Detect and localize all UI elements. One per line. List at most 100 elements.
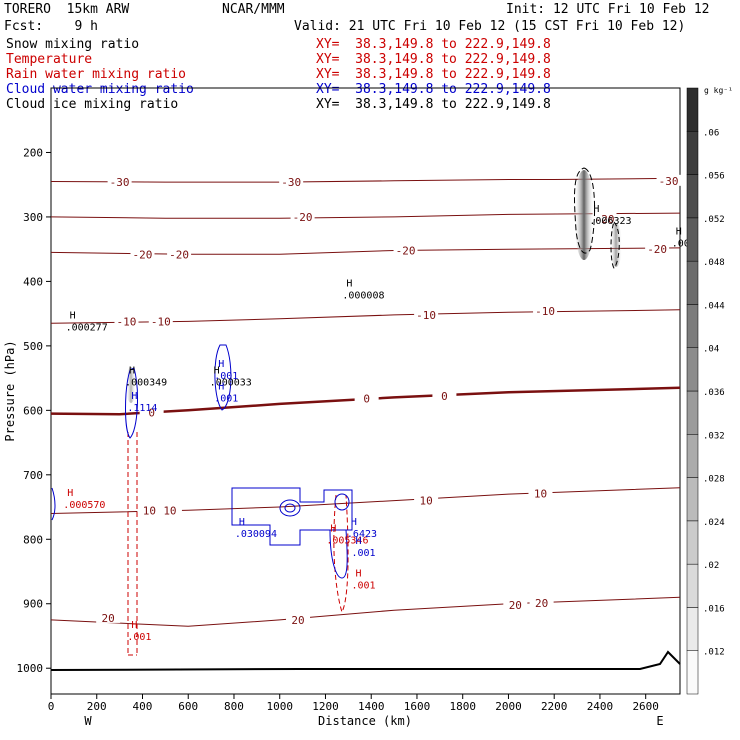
max-marker: H xyxy=(131,620,137,631)
colorbar-swatch xyxy=(686,347,699,392)
cloud-water-contour-west-2 xyxy=(214,344,232,411)
isotherm-label: -30 xyxy=(110,176,130,189)
isotherm-label: 10 xyxy=(534,488,547,501)
colorbar-tick-label: .06 xyxy=(703,128,719,138)
colorbar-tick-label: .048 xyxy=(703,258,725,268)
field-name-snow: Snow mixing ratio xyxy=(6,37,140,52)
isotherm-label-bg xyxy=(393,244,418,256)
x-tick-label: 1400 xyxy=(358,700,385,713)
x-tick-label: 1000 xyxy=(266,700,293,713)
field-name-cloud-water: Cloud water mixing ratio xyxy=(6,82,194,97)
x-tick-label: 2600 xyxy=(632,700,659,713)
isotherm-label-bg xyxy=(529,597,554,609)
isotherm-label: -30 xyxy=(281,176,301,189)
y-tick-label: 300 xyxy=(23,211,43,224)
terrain-line xyxy=(50,650,681,671)
forecast-hour: Fcst: 9 h xyxy=(4,19,98,34)
isotherm-label-bg xyxy=(645,243,670,255)
x-tick-label: 2000 xyxy=(495,700,522,713)
y-tick-label: 900 xyxy=(23,598,43,611)
rain-column-west xyxy=(127,432,138,656)
isotherm-label-bg xyxy=(290,210,315,222)
x-tick-label: 2400 xyxy=(587,700,614,713)
cloud-water-contour-west xyxy=(125,367,138,439)
x-tick-label: 600 xyxy=(178,700,198,713)
colorbar-swatch xyxy=(686,217,699,262)
max-marker: H xyxy=(351,517,357,528)
isotherm-label: 10 xyxy=(419,495,432,508)
y-tick-label: 400 xyxy=(23,275,43,288)
isotherm-label-bg xyxy=(414,494,439,506)
max-marker: H xyxy=(355,568,361,579)
isotherm-label: -10 xyxy=(151,315,171,328)
y-tick-label: 700 xyxy=(23,469,43,482)
max-marker: H xyxy=(218,381,224,392)
init-time: Init: 12 UTC Fri 10 Feb 12 xyxy=(506,2,710,17)
cloud-water-edge-west xyxy=(51,487,56,521)
isotherm-line xyxy=(50,212,681,219)
isotherm-label-bg xyxy=(286,613,311,625)
max-marker: H xyxy=(355,536,361,547)
isotherm-label-bg xyxy=(354,392,379,404)
colorbar-tick-label: .016 xyxy=(703,604,725,614)
colorbar-swatch xyxy=(686,434,699,478)
x-tick-label: 400 xyxy=(133,700,153,713)
cloud-water-cell-3 xyxy=(334,493,350,511)
colorbar-swatch xyxy=(686,607,699,651)
snow-shading-secondary xyxy=(610,223,622,267)
colorbar-swatch xyxy=(686,260,699,305)
max-value-label: .001 xyxy=(214,371,238,382)
max-value-label: .000277 xyxy=(66,323,108,334)
colorbar-swatch xyxy=(686,563,699,608)
isotherm-label: -10 xyxy=(416,309,436,322)
isotherm-label-bg xyxy=(503,599,528,611)
maximum-labels: H.000277H.000349H.000033H.000008H.006323… xyxy=(63,204,696,643)
plot-frame xyxy=(50,87,681,695)
isotherm-label: 10 xyxy=(143,504,156,517)
y-axis-label: Pressure (hPa) xyxy=(3,340,17,441)
isotherm-label-bg xyxy=(130,248,155,260)
x-tick-label: 2200 xyxy=(541,700,568,713)
isotherm-line xyxy=(50,386,681,416)
center-name: NCAR/MMM xyxy=(222,2,285,17)
isotherm-label-bg xyxy=(137,504,162,516)
isotherm-label: 0 xyxy=(148,406,155,419)
isotherm-label-bg xyxy=(167,248,192,260)
isotherm-label: 20 xyxy=(509,599,522,612)
x-axis-label: Distance (km) xyxy=(318,714,412,728)
colorbar-swatch xyxy=(686,477,699,522)
field-xy-rain: XY= 38.3,149.8 to 222.9,149.8 xyxy=(316,67,551,82)
west-label: W xyxy=(84,714,92,728)
isotherm-label-bg xyxy=(96,611,121,623)
max-value-label: .030094 xyxy=(235,529,277,540)
x-tick-label: 1800 xyxy=(449,700,476,713)
field-name-temperature: Temperature xyxy=(6,52,93,67)
model-title: TORERO 15km ARW xyxy=(4,2,130,17)
cloud-water-cell-1 xyxy=(279,499,301,517)
snow-shading-core xyxy=(574,170,594,260)
isotherm-label-bg xyxy=(148,315,173,327)
max-marker: H xyxy=(239,517,245,528)
max-marker: H xyxy=(346,278,352,289)
isotherm-label-bg xyxy=(528,487,553,499)
max-marker: H xyxy=(214,365,220,376)
colorbar-swatch xyxy=(686,304,699,348)
isotherm-label: -20 xyxy=(133,248,153,261)
max-marker: H xyxy=(67,488,73,499)
snow-contour-east xyxy=(574,167,596,254)
y-axis: 200 300 400 500 600 700 800 900 1000 xyxy=(17,146,51,675)
x-tick-label: 0 xyxy=(48,700,55,713)
isotherm-label-bg xyxy=(139,406,164,418)
temperature-isotherms: -30 -30 -30 -20 -20 -20 -20 -20 -20 -10 -10 -10 -10 0… xyxy=(50,174,681,627)
max-marker: H xyxy=(131,391,137,402)
cloud-water-region xyxy=(231,487,353,546)
field-xy-cloud-water: XY= 38.3,149.8 to 222.9,149.8 xyxy=(316,82,551,97)
max-marker: H xyxy=(593,204,599,215)
x-tick-label: 1600 xyxy=(404,700,431,713)
x-tick-label: 200 xyxy=(87,700,107,713)
isotherm-label: -20 xyxy=(396,244,416,257)
field-xy-snow: XY= 38.3,149.8 to 222.9,149.8 xyxy=(316,37,551,52)
isotherm-label-bg xyxy=(414,308,439,320)
colorbar-tick-label: .02 xyxy=(703,561,719,571)
